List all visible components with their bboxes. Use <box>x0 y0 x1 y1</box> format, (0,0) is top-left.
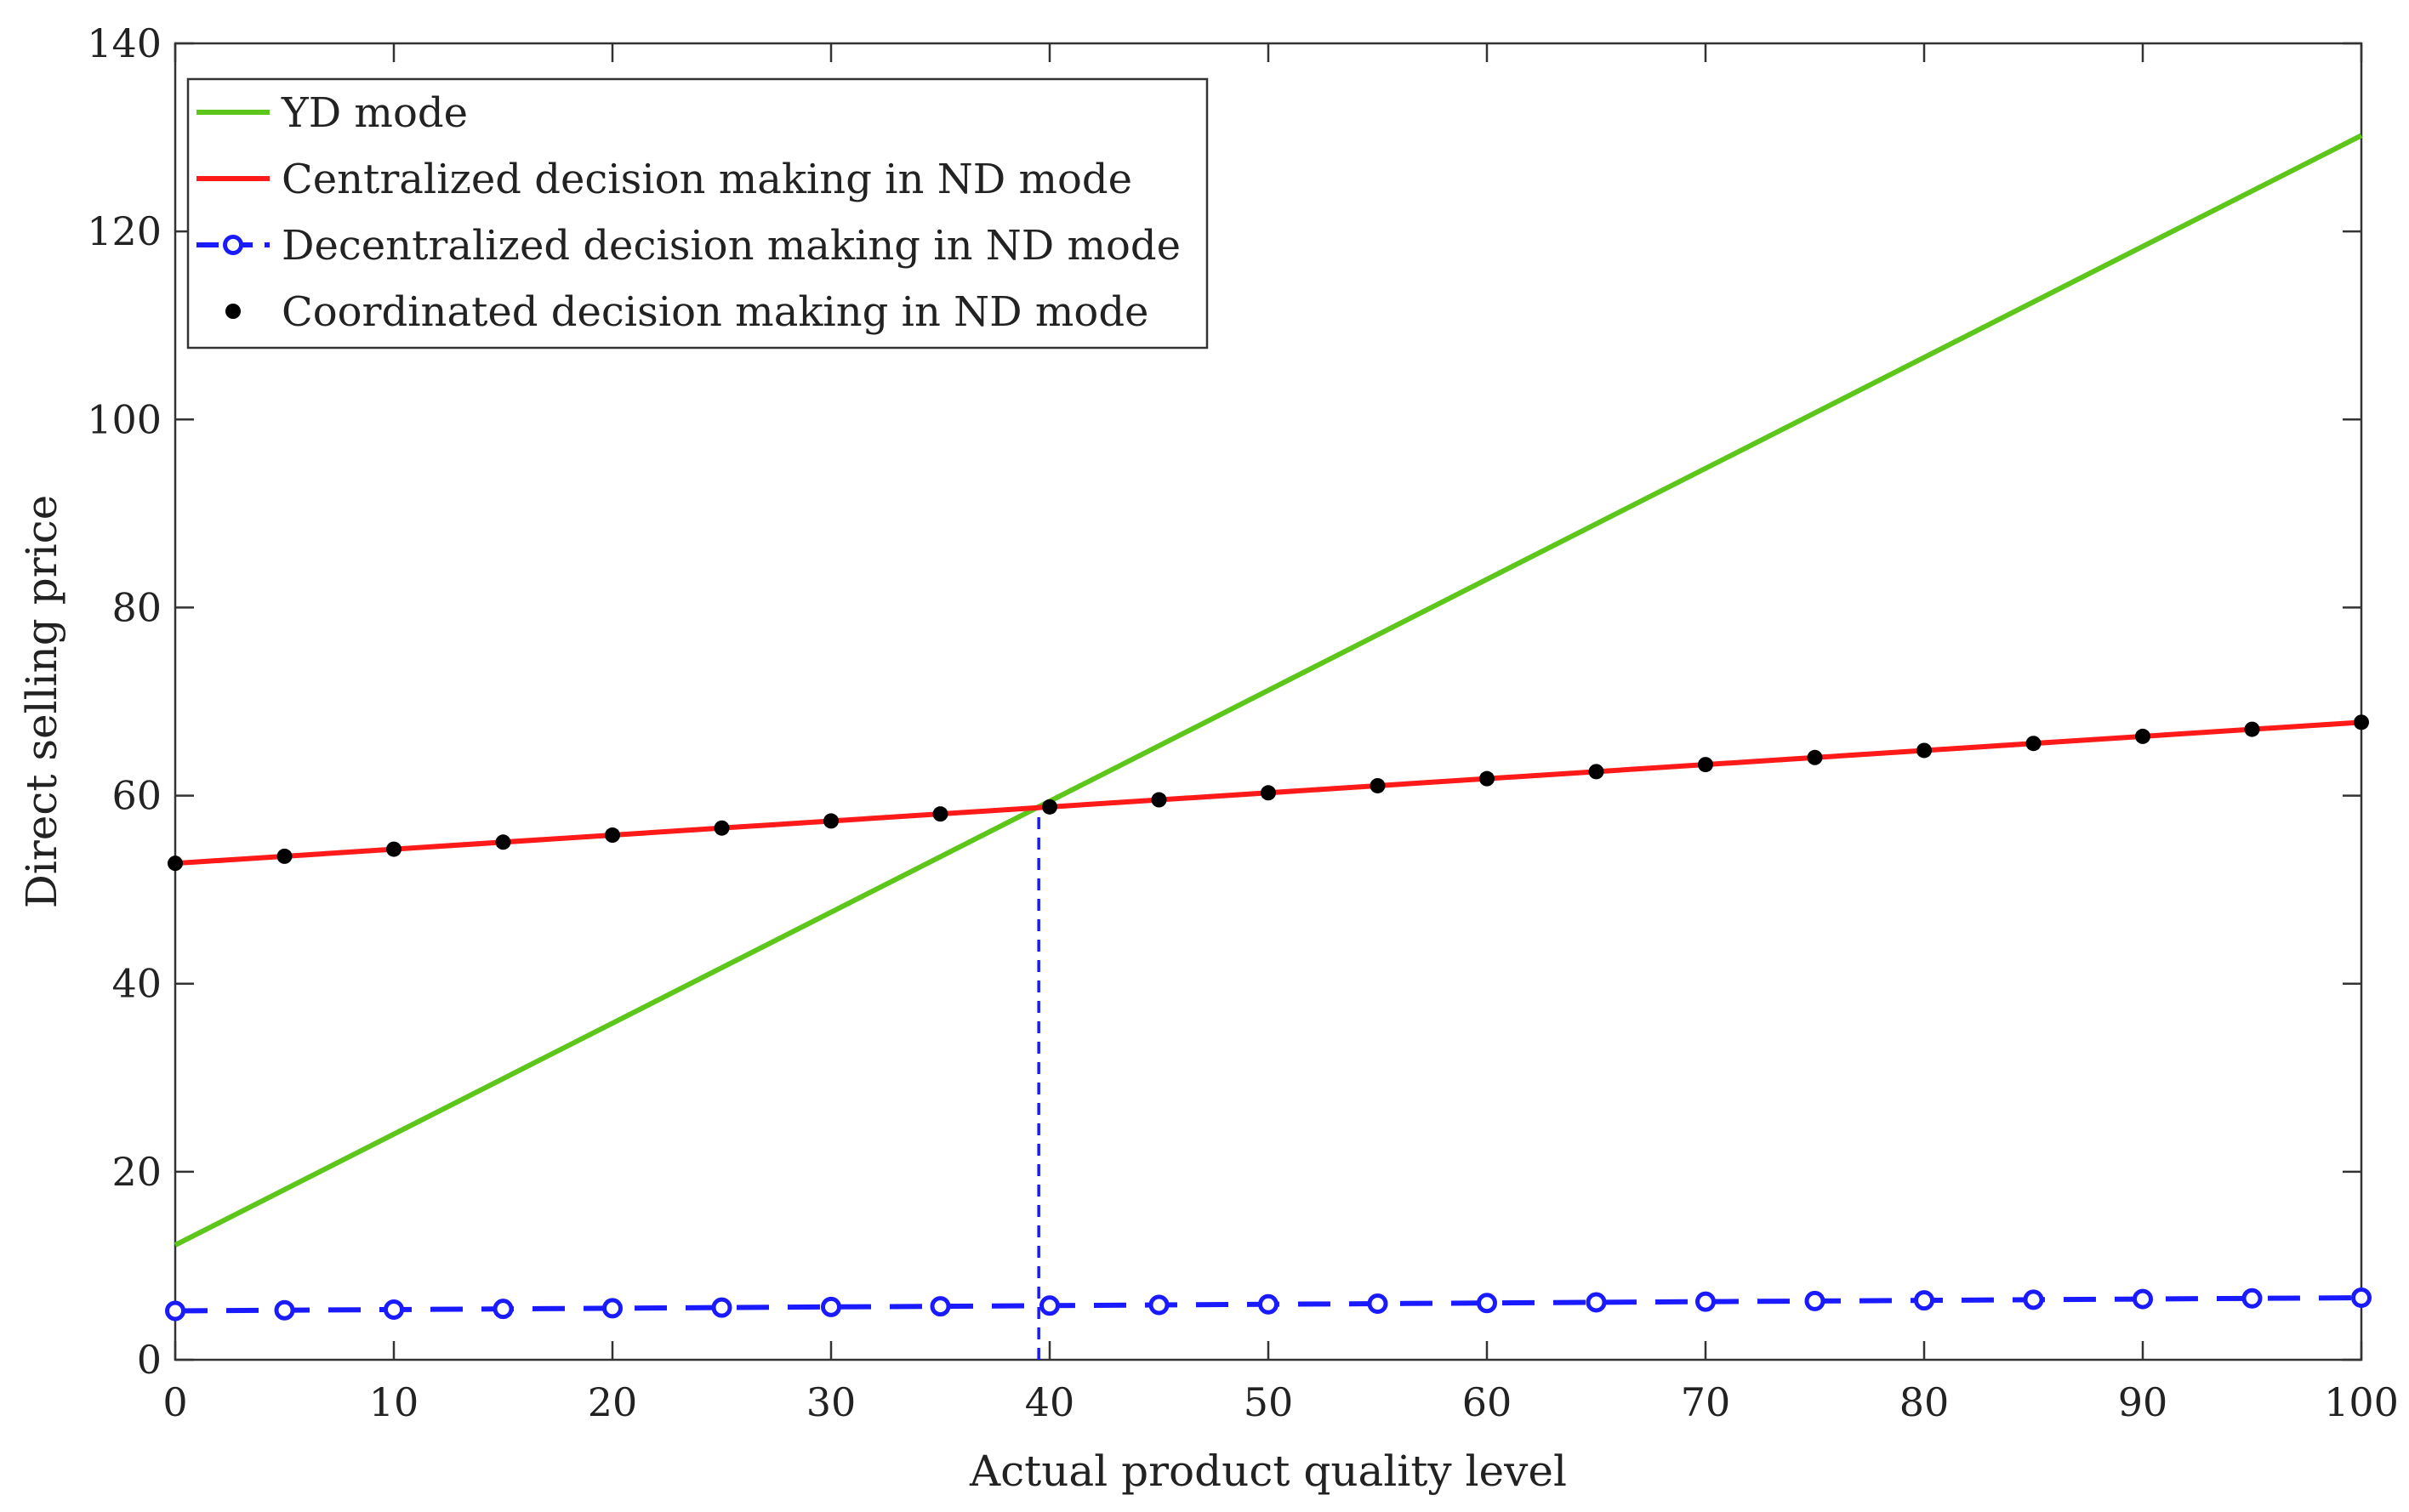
series-point <box>168 855 183 872</box>
series-point <box>493 1299 514 1320</box>
series-point <box>1477 1293 1497 1314</box>
series-point <box>2135 728 2150 744</box>
series-point <box>1479 770 1495 787</box>
series-point <box>1258 1293 1279 1315</box>
series-point <box>932 806 948 822</box>
x-tick-label: 60 <box>1462 1379 1512 1425</box>
series-point <box>1261 785 1276 801</box>
y-tick-label: 80 <box>111 584 162 630</box>
series-point <box>711 1297 732 1318</box>
legend-item: Decentralized decision making in ND mode <box>196 222 1181 270</box>
series-point <box>1042 799 1057 815</box>
y-tick-label: 140 <box>87 20 162 66</box>
legend-box <box>186 77 1209 350</box>
series-point <box>2023 1289 2044 1310</box>
series-point <box>495 834 511 850</box>
series-point <box>1367 1293 1388 1314</box>
series-point <box>2025 736 2042 752</box>
legend: YD mode Centralized decision making in ND… <box>186 77 1209 350</box>
series-point <box>1914 1290 1934 1311</box>
y-tick-label: 0 <box>137 1337 162 1383</box>
y-tick-label: 120 <box>87 208 162 254</box>
x-tick-label: 90 <box>2118 1379 2168 1425</box>
x-tick-label: 100 <box>2324 1379 2399 1425</box>
x-tick-label: 30 <box>806 1379 857 1425</box>
series-3 <box>168 714 2369 872</box>
series-point <box>2133 1288 2153 1310</box>
series-point <box>1370 777 1386 793</box>
series-2 <box>165 1287 2372 1322</box>
series-point <box>821 1296 841 1317</box>
legend-marker <box>223 235 243 255</box>
series-point <box>714 820 730 836</box>
series-0 <box>174 133 2363 1248</box>
x-tick-label: 10 <box>369 1379 419 1425</box>
legend-label: Decentralized decision making in ND mode <box>282 222 1181 270</box>
legend-item: Coordinated decision making in ND mode <box>225 288 1148 336</box>
y-tick-label: 100 <box>87 396 162 442</box>
x-tick-label: 20 <box>588 1379 638 1425</box>
series-point <box>386 841 402 857</box>
legend-label: Coordinated decision making in ND mode <box>282 288 1148 336</box>
y-axis-title: Direct selling price <box>17 495 66 908</box>
legend-item: YD mode <box>196 89 468 137</box>
series-point <box>2241 1287 2263 1309</box>
series-point <box>2354 714 2369 730</box>
series-point <box>1586 1292 1607 1313</box>
series-point <box>605 827 620 844</box>
series-point <box>1148 1294 1170 1316</box>
legend-marker <box>225 304 241 319</box>
legend-label: Centralized decision making in ND mode <box>282 156 1132 203</box>
series-point <box>602 1298 623 1319</box>
legend-item: Centralized decision making in ND mode <box>196 156 1132 203</box>
series-point <box>1039 1295 1060 1316</box>
x-tick-label: 80 <box>1899 1379 1950 1425</box>
series-point <box>384 1299 404 1320</box>
series-point <box>2244 721 2260 737</box>
series-line <box>174 133 2363 1248</box>
series-point <box>823 813 839 829</box>
series-point <box>1151 792 1167 808</box>
series-point <box>1698 757 1713 773</box>
y-tick-label: 60 <box>111 773 162 819</box>
series-point <box>165 1300 185 1322</box>
series-point <box>1804 1290 1825 1311</box>
y-tick-label: 40 <box>111 961 162 1007</box>
y-tick-label: 20 <box>111 1149 162 1195</box>
series-point <box>274 1299 295 1321</box>
x-tick-label: 40 <box>1025 1379 1075 1425</box>
series-point <box>1807 749 1823 765</box>
x-tick-label: 50 <box>1244 1379 1294 1425</box>
series-point <box>930 1296 951 1317</box>
series-point <box>2351 1287 2372 1309</box>
x-axis-title: Actual product quality level <box>969 1447 1567 1496</box>
series-point <box>1695 1291 1716 1312</box>
series-point <box>1588 764 1604 780</box>
x-tick-label: 70 <box>1681 1379 1731 1425</box>
series-point <box>276 848 293 864</box>
legend-label: YD mode <box>281 89 468 137</box>
series-point <box>1916 742 1932 759</box>
x-tick-label: 0 <box>162 1379 187 1425</box>
